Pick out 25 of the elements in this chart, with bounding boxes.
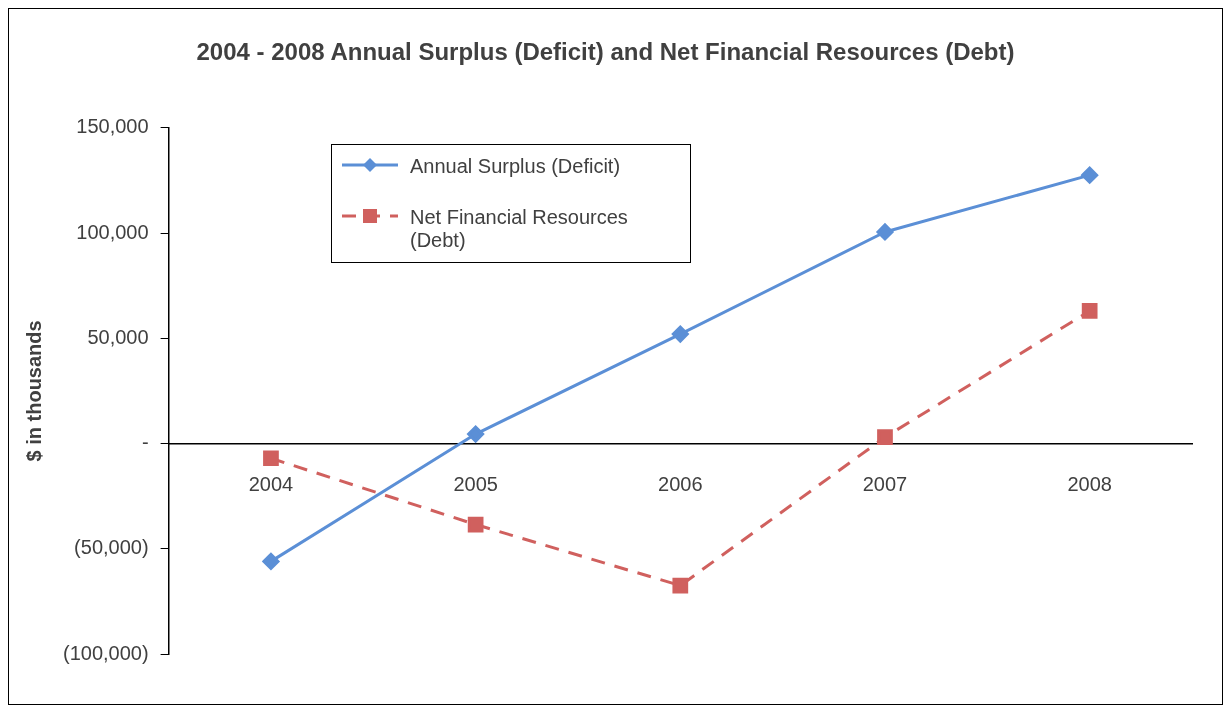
legend-label: Annual Surplus (Deficit)	[410, 155, 621, 178]
point	[1081, 166, 1099, 184]
legend-label: Net Financial Resources (Debt)	[410, 206, 629, 252]
y-tick-label: 150,000	[76, 115, 149, 138]
point	[262, 552, 280, 570]
y-tick-label: -	[141, 431, 149, 454]
y-tick-label: 100,000	[76, 220, 149, 243]
point	[876, 223, 894, 241]
point	[877, 429, 893, 446]
x-tick-label: 2007	[862, 473, 908, 496]
y-tick-label: (50,000)	[74, 536, 149, 559]
point	[467, 425, 485, 443]
chart-title: 2004 - 2008 Annual Surplus (Deficit) and Net Financial Resources (Debt)	[196, 38, 1015, 66]
point	[672, 577, 689, 594]
y-axis-title: $ in thousands	[22, 320, 45, 462]
x-tick-label: 2008	[1067, 473, 1112, 496]
point	[467, 516, 484, 533]
point	[1081, 303, 1098, 319]
x-tick-label: 2004	[248, 473, 294, 496]
x-tick-label: 2006	[658, 473, 703, 496]
y-tick-label: (100,000)	[62, 641, 149, 664]
point	[671, 325, 689, 343]
x-tick-label: 2005	[453, 473, 498, 496]
point	[263, 450, 279, 467]
y-tick-label: 50,000	[87, 325, 149, 348]
